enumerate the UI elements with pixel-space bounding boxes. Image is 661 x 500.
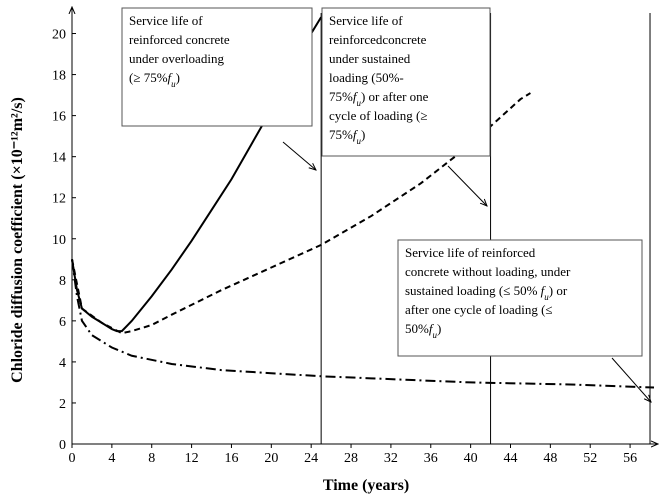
x-tick-label: 0 [69, 451, 76, 466]
x-tick-label: 48 [543, 451, 557, 466]
annotation-text: after one cycle of loading (≤ [405, 302, 553, 317]
annotation-text: f [429, 321, 435, 336]
annotation-text: f [353, 127, 359, 142]
y-tick-label: 16 [52, 110, 66, 125]
annotation-text: under overloading [129, 51, 224, 66]
annotation-text: ) [437, 321, 441, 336]
x-tick-label: 4 [108, 451, 115, 466]
arrow [611, 357, 651, 402]
annotation-line: Service life of reinforced [405, 245, 536, 260]
annotation-text: ) or after one [361, 89, 429, 104]
annotation-text: ) or [549, 283, 568, 298]
annotation-text: u [171, 79, 176, 89]
annotation-text: reinforced concrete [129, 32, 230, 47]
x-tick-label: 12 [185, 451, 199, 466]
annotation-line: cycle of loading (≥ [329, 108, 427, 123]
x-tick-label: 20 [264, 451, 278, 466]
x-tick-label: 24 [304, 451, 318, 466]
arrow [447, 165, 487, 206]
annotations: Service life of reinforced concrete under … [129, 13, 571, 340]
annotation-box [397, 239, 643, 357]
x-axis-label: Time (years) [323, 477, 409, 494]
annotation-text: concrete without loading, under [405, 264, 571, 279]
annotation-text: 50% [405, 321, 429, 336]
data-line [71, 259, 655, 389]
annotation-line: Service life of [329, 13, 403, 28]
annotation-text: Service life of [129, 13, 203, 28]
y-tick-label: 8 [59, 274, 66, 289]
annotation-line: reinforced concrete [129, 32, 230, 47]
x-tick-label: 8 [148, 451, 155, 466]
annotation-text: under sustained [329, 51, 411, 66]
annotation-line: 75%fu) or after one [329, 89, 429, 108]
annotation-text: f [168, 70, 174, 85]
annotation-text: (≥ 75% [129, 70, 168, 85]
annotation-text: f [541, 283, 547, 298]
annotation-text: Service life of reinforced [405, 245, 536, 260]
annotation-text: u [432, 330, 437, 340]
x-tick-label: 36 [424, 451, 438, 466]
arrow [282, 141, 316, 170]
y-tick-label: 4 [59, 356, 66, 371]
y-axis-label: Chloride diffusion coefficient (×10⁻¹²m²… [9, 97, 26, 383]
annotation-text: u [356, 98, 361, 108]
annotation-line: concrete without loading, under [405, 264, 571, 279]
annotation-text: cycle of loading (≥ [329, 108, 427, 123]
data-line [71, 92, 531, 335]
y-tick-label: 18 [52, 69, 66, 84]
y-tick-label: 2 [59, 397, 66, 412]
y-tick-label: 6 [59, 315, 66, 330]
annotation-line: loading (50%- [329, 70, 404, 85]
annotation-line: 50%fu) [405, 321, 441, 340]
annotation-text: Service life of [329, 13, 403, 28]
annotation-text: u [356, 136, 361, 146]
annotation-text: ) [176, 70, 180, 85]
y-tick-label: 14 [52, 151, 66, 166]
annotation-text: ) [361, 127, 365, 142]
annotation-line: Service life of [129, 13, 203, 28]
x-tick-label: 32 [384, 451, 398, 466]
annotation-box [321, 7, 491, 157]
annotation-line: under sustained [329, 51, 411, 66]
annotation-boxes [121, 7, 651, 402]
annotation-line: (≥ 75%fu) [129, 70, 180, 89]
y-tick-label: 10 [52, 233, 66, 248]
x-tick-label: 56 [623, 451, 637, 466]
annotation-text: 75% [329, 127, 353, 142]
y-tick-label: 20 [52, 28, 66, 43]
x-tick-label: 52 [583, 451, 597, 466]
annotation-text: u [544, 292, 549, 302]
annotation-line: sustained loading (≤ 50% fu) or [405, 283, 568, 302]
y-tick-label: 12 [52, 192, 66, 207]
annotation-line: after one cycle of loading (≤ [405, 302, 553, 317]
x-tick-label: 28 [344, 451, 358, 466]
annotation-text: reinforcedconcrete [329, 32, 427, 47]
y-tick-label: 0 [59, 438, 66, 453]
annotation-box [121, 7, 313, 127]
x-tick-label: 16 [224, 451, 238, 466]
annotation-text: f [353, 89, 359, 104]
annotation-line: 75%fu) [329, 127, 365, 146]
annotation-text: loading (50%- [329, 70, 404, 85]
annotation-line: reinforcedconcrete [329, 32, 427, 47]
annotation-text: 75% [329, 89, 353, 104]
x-tick-label: 40 [464, 451, 478, 466]
annotation-line: under overloading [129, 51, 224, 66]
x-tick-label: 44 [503, 451, 517, 466]
annotation-text: sustained loading (≤ 50% [405, 283, 541, 298]
